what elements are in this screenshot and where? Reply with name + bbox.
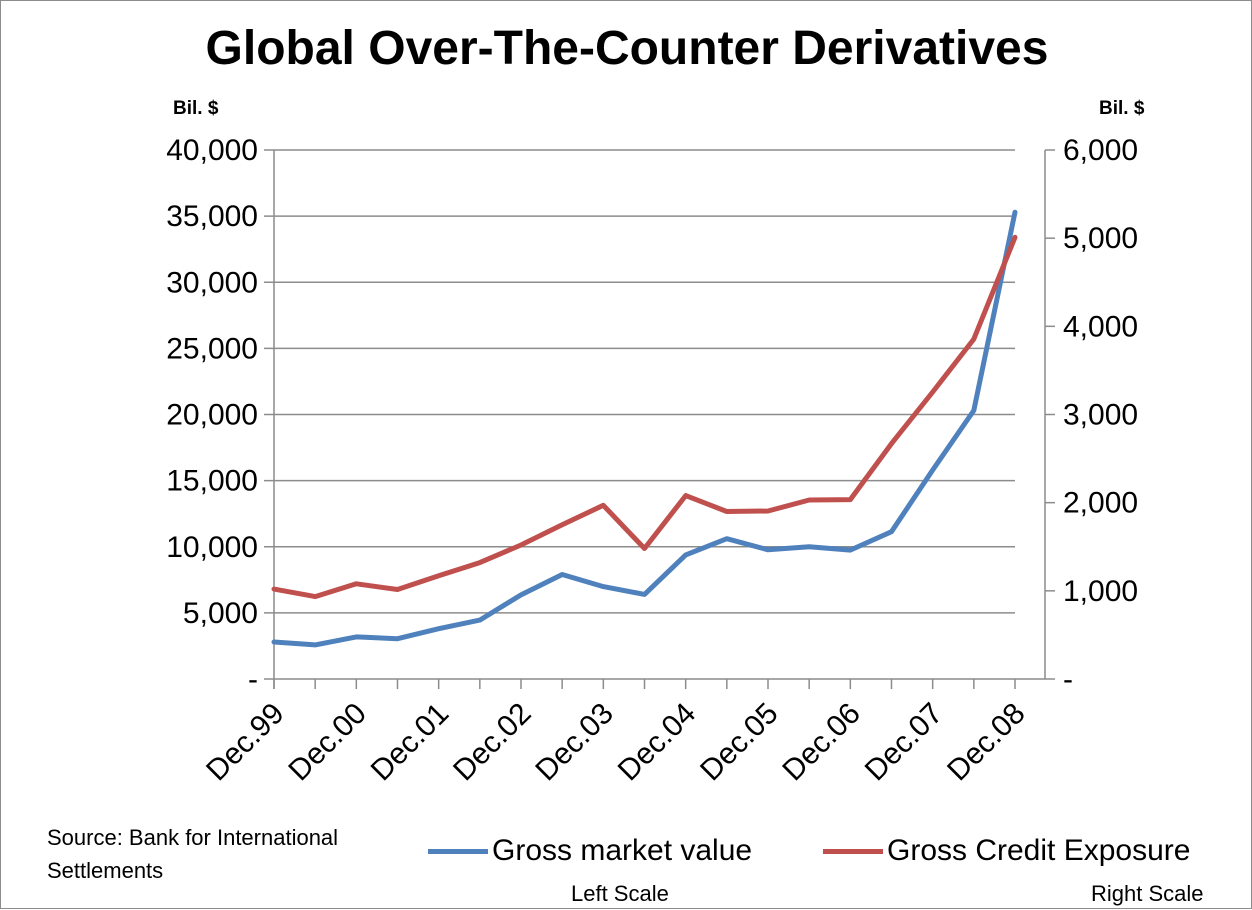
y-right-tick-label: 1,000 xyxy=(1063,575,1138,608)
x-tick-label: Dec.07 xyxy=(859,697,950,788)
x-tick-label: Dec.01 xyxy=(365,697,456,788)
x-tick-label: Dec.99 xyxy=(200,697,291,788)
legend-right-scale-note: Right Scale xyxy=(1091,881,1204,906)
x-tick-label: Dec.00 xyxy=(282,697,373,788)
y-left-tick-label: 20,000 xyxy=(166,399,258,432)
legend-line-icon xyxy=(823,848,883,854)
y-right-unit-label: Bil. $ xyxy=(1099,98,1145,119)
y-left-tick-label: 15,000 xyxy=(166,465,258,498)
legend-line-icon xyxy=(428,848,488,854)
legend-label: Gross Credit Exposure xyxy=(887,834,1191,867)
legend-item-gross-credit-exposure: Gross Credit Exposure xyxy=(823,831,1190,871)
x-tick-label: Dec.05 xyxy=(694,697,785,788)
y-left-unit-label: Bil. $ xyxy=(173,98,219,119)
x-tick-label: Dec.08 xyxy=(941,697,1032,788)
y-right-tick-label: 6,000 xyxy=(1063,134,1138,167)
chart-title: Global Over-The-Counter Derivatives xyxy=(205,22,1049,75)
y-right-tick-label: - xyxy=(1063,663,1073,696)
y-right-tick-label: 5,000 xyxy=(1063,222,1138,255)
y-left-tick-label: 5,000 xyxy=(183,597,258,630)
y-right-tick-label: 3,000 xyxy=(1063,399,1138,432)
gridlines xyxy=(274,149,1015,614)
legend-left-scale-note: Left Scale xyxy=(571,881,669,906)
series-line-gross-market-value xyxy=(271,209,1018,648)
series-lines xyxy=(271,209,1018,648)
y-left-tick-label: 30,000 xyxy=(166,266,258,299)
y-left-tick-label: 40,000 xyxy=(166,134,258,167)
y-left-tick-label: 10,000 xyxy=(166,531,258,564)
tick-labels: - 5,000 10,000 15,000 20,000 25,000 30,000 35,0… xyxy=(166,134,1138,787)
y-left-tick-label: 35,000 xyxy=(166,200,258,233)
x-tick-label: Dec.03 xyxy=(529,697,620,788)
x-tick-label: Dec.06 xyxy=(776,697,867,788)
y-right-tick-label: 2,000 xyxy=(1063,487,1138,520)
y-left-tick-label: 25,000 xyxy=(166,332,258,365)
y-left-tick-label: - xyxy=(248,663,258,696)
x-tick-label: Dec.02 xyxy=(447,697,538,788)
source-note: Source: Bank for International Settlemen… xyxy=(47,825,339,883)
series-line-gross-credit-exposure xyxy=(271,234,1018,600)
legend-label: Gross market value xyxy=(492,834,753,867)
axes xyxy=(264,149,1055,689)
x-tick-label: Dec.04 xyxy=(612,697,703,788)
y-right-tick-label: 4,000 xyxy=(1063,310,1138,343)
legend-item-gross-market-value: Gross market value xyxy=(428,831,752,871)
